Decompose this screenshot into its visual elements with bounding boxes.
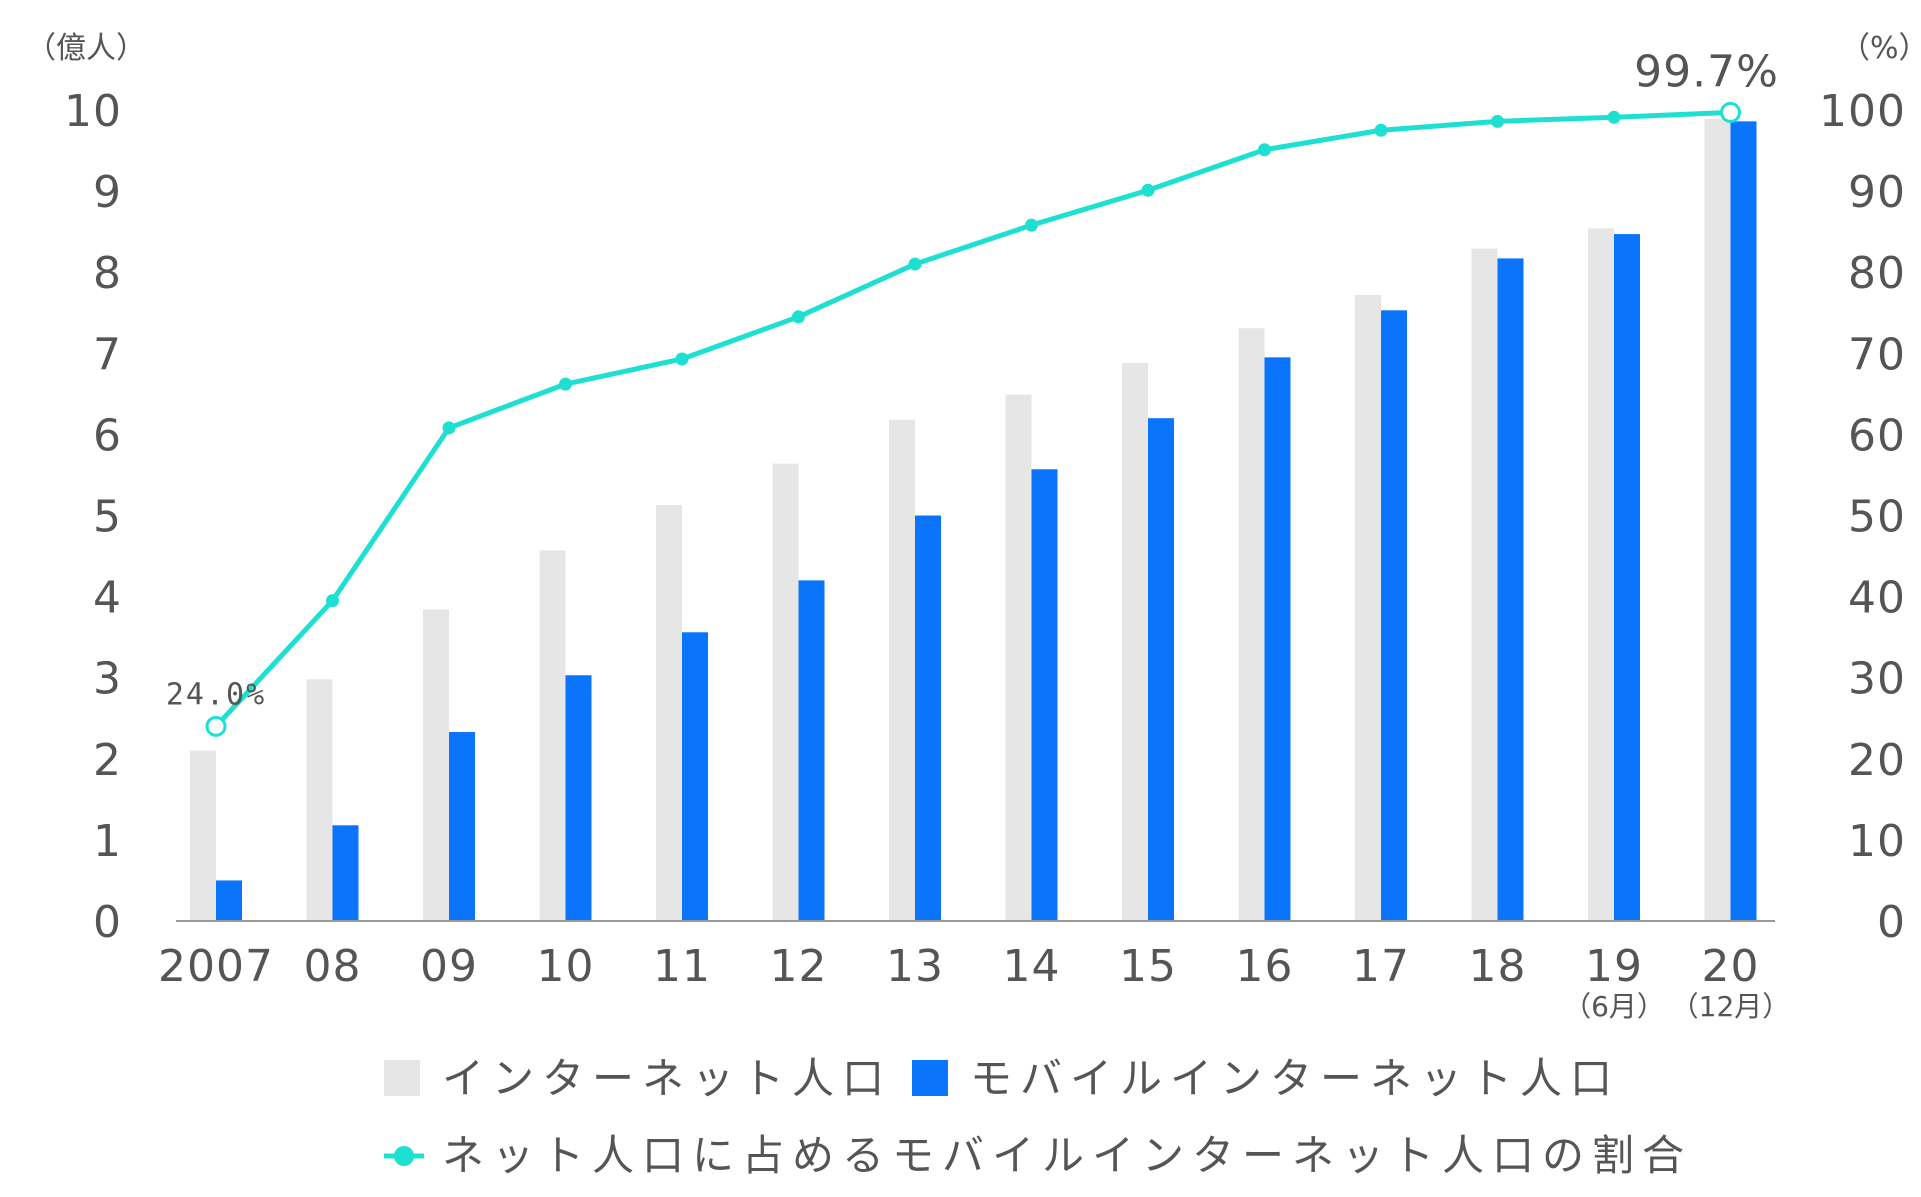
bar-internet-population xyxy=(1704,118,1731,921)
y-left-unit: （億人） xyxy=(26,31,146,66)
share-point xyxy=(442,421,456,435)
share-line xyxy=(205,101,1741,737)
bar-mobile-internet-population xyxy=(332,825,359,921)
y-left-tick-label: 6 xyxy=(93,410,122,461)
bar-internet-population xyxy=(656,504,682,921)
legend-label-internet-population: インターネット人口 xyxy=(442,1054,892,1103)
x-tick-label: 16 xyxy=(1236,941,1294,992)
bar-mobile-internet-population xyxy=(216,880,242,921)
y-left-tick-label: 10 xyxy=(64,86,122,137)
bar-mobile-internet-population xyxy=(1497,258,1524,922)
x-tick-label: 2007 xyxy=(158,941,274,992)
bar-mobile-internet-population xyxy=(682,632,708,921)
y-left-axis-ticks: 0 1 2 3 4 5 6 7 8 9 10 xyxy=(64,86,122,948)
bar-internet-population xyxy=(423,609,449,921)
legend: インターネット人口 モバイルインターネット人口 ネット人口に占めるモバイルインタ… xyxy=(384,1054,1692,1180)
bar-mobile-internet-population xyxy=(565,675,592,921)
bars xyxy=(190,118,1757,922)
bar-internet-population xyxy=(889,419,915,921)
share-point-endpoint xyxy=(1720,101,1741,123)
x-tick-label: 19 xyxy=(1585,941,1643,992)
y-left-tick-label: 8 xyxy=(93,248,122,299)
bar-internet-population xyxy=(190,750,216,921)
x-tick-label: 11 xyxy=(653,941,711,992)
x-tick-label: 08 xyxy=(304,941,362,992)
y-right-tick-label: 60 xyxy=(1848,410,1906,461)
legend-swatch-internet-population xyxy=(384,1060,420,1096)
y-right-tick-label: 10 xyxy=(1848,816,1906,867)
x-tick-label: 09 xyxy=(420,941,478,992)
bar-mobile-internet-population xyxy=(1381,310,1407,921)
y-right-tick-label: 80 xyxy=(1848,248,1906,299)
bar-internet-population xyxy=(1471,248,1498,921)
bar-internet-population xyxy=(1005,394,1032,921)
share-point xyxy=(1374,123,1388,137)
bar-mobile-internet-population xyxy=(798,580,825,921)
bar-mobile-internet-population xyxy=(915,515,941,921)
y-left-tick-label: 4 xyxy=(93,573,122,624)
legend-marker-share xyxy=(394,1146,414,1166)
y-right-tick-label: 0 xyxy=(1877,897,1906,948)
legend-label-mobile-internet-population: モバイルインターネット人口 xyxy=(970,1054,1620,1103)
x-tick-sublabel: （12月） xyxy=(1671,990,1791,1023)
x-tick-label: 13 xyxy=(886,941,944,992)
share-point xyxy=(1025,218,1038,232)
y-left-tick-label: 2 xyxy=(93,735,122,786)
share-point xyxy=(1607,110,1621,124)
x-tick-label: 12 xyxy=(770,941,828,992)
bar-mobile-internet-population xyxy=(449,732,475,921)
x-tick-label: 14 xyxy=(1003,941,1061,992)
bar-mobile-internet-population xyxy=(1730,121,1757,921)
bar-mobile-internet-population xyxy=(1614,234,1640,921)
x-axis-ticks: 2007 08 09 10 11 12 13 14 15 16 17 18 19（6月） 20（12月） xyxy=(158,941,1790,1023)
bar-mobile-internet-population xyxy=(1031,469,1058,921)
x-tick-label: 18 xyxy=(1469,941,1527,992)
annotation-last: 99.7% xyxy=(1634,46,1779,97)
share-point xyxy=(1141,183,1155,197)
share-point xyxy=(908,257,922,271)
bar-internet-population xyxy=(772,463,799,921)
y-left-tick-label: 7 xyxy=(93,329,122,380)
bar-internet-population xyxy=(1588,228,1614,921)
x-tick-sublabel: （6月） xyxy=(1563,990,1665,1023)
legend-swatch-mobile-internet-population xyxy=(912,1060,948,1096)
y-right-tick-label: 100 xyxy=(1819,86,1906,137)
bar-mobile-internet-population xyxy=(1264,357,1291,922)
y-left-tick-label: 3 xyxy=(93,654,122,705)
x-tick-label: 10 xyxy=(537,941,595,992)
bar-internet-population xyxy=(1238,328,1265,921)
bar-internet-population xyxy=(539,550,566,921)
share-point-endpoint xyxy=(205,715,227,737)
legend-label-share: ネット人口に占めるモバイルインターネット人口の割合 xyxy=(442,1131,1692,1180)
y-right-axis-ticks: 0 10 20 30 40 50 60 70 80 90 100 xyxy=(1819,86,1906,948)
share-point xyxy=(675,352,689,366)
y-left-tick-label: 0 xyxy=(93,897,122,948)
x-tick-label: 20 xyxy=(1702,941,1760,992)
y-left-tick-label: 1 xyxy=(93,816,122,867)
share-point xyxy=(326,594,339,608)
y-right-tick-label: 50 xyxy=(1848,492,1906,543)
y-right-tick-label: 40 xyxy=(1848,573,1906,624)
share-point xyxy=(1491,114,1504,128)
share-point xyxy=(1258,143,1271,157)
annotation-first: 24.0% xyxy=(166,677,266,712)
y-right-tick-label: 20 xyxy=(1848,735,1906,786)
y-right-tick-label: 30 xyxy=(1848,654,1906,705)
bar-mobile-internet-population xyxy=(1148,418,1174,921)
x-tick-label: 17 xyxy=(1352,941,1410,992)
share-point xyxy=(559,377,572,391)
y-left-tick-label: 9 xyxy=(93,167,122,218)
y-right-unit: （%） xyxy=(1840,31,1921,66)
x-tick-label: 15 xyxy=(1119,941,1177,992)
y-left-tick-label: 5 xyxy=(93,492,122,543)
y-right-tick-label: 90 xyxy=(1848,167,1906,218)
share-point xyxy=(792,310,805,324)
bar-internet-population xyxy=(306,679,333,921)
bar-internet-population xyxy=(1355,294,1381,922)
share-line-path xyxy=(214,109,1731,729)
bar-internet-population xyxy=(1122,363,1148,922)
y-right-tick-label: 70 xyxy=(1848,329,1906,380)
